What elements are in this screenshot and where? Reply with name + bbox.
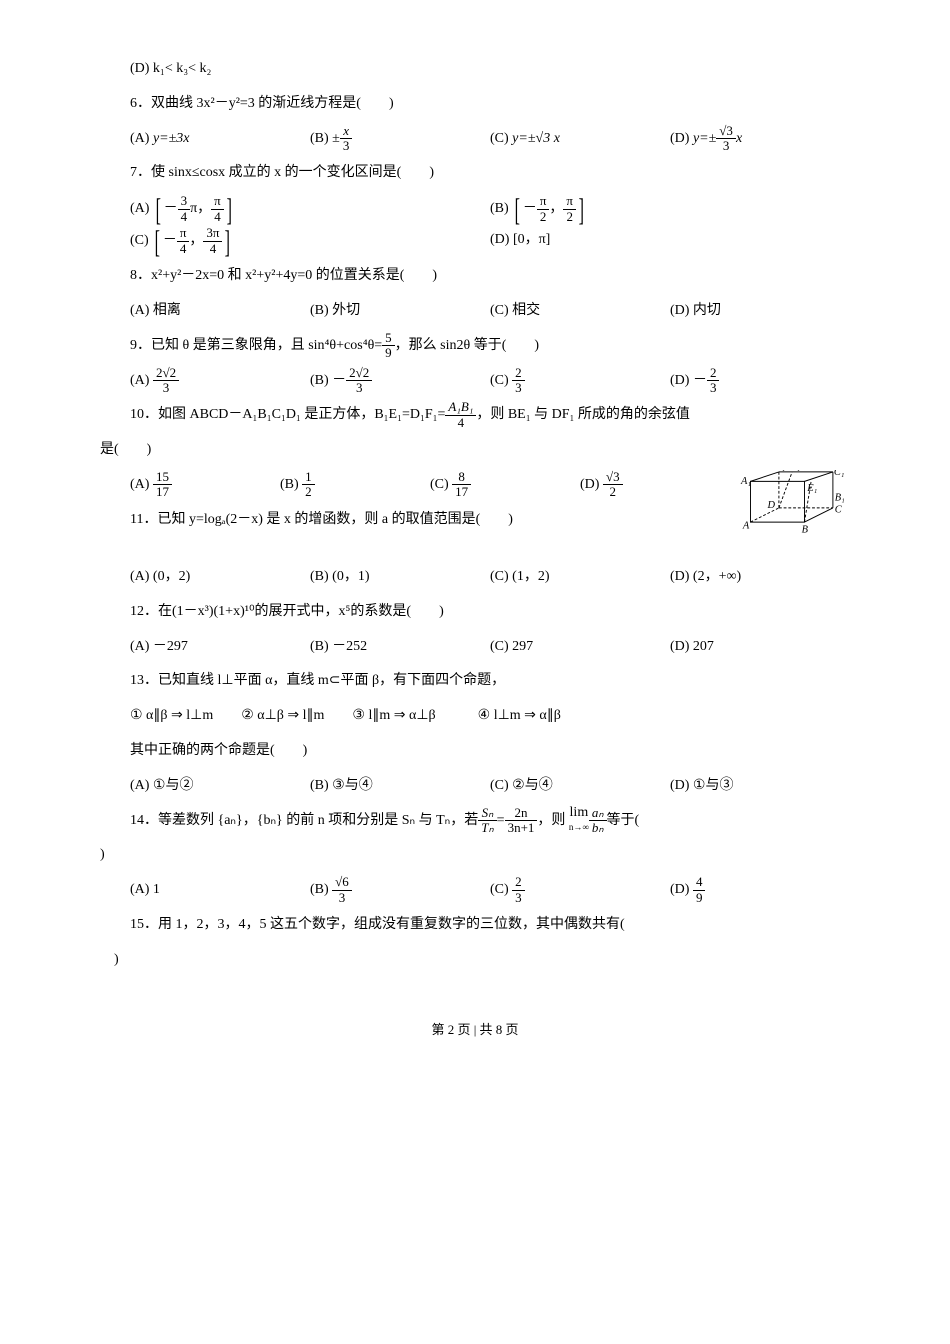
q10-opt-c: (C) 817 [430, 470, 580, 501]
q13-stem: 13．已知直线 l⊥平面 α，直线 m⊂平面 β，有下面四个命题， [130, 666, 850, 697]
q11-options: (A) (0，2) (B) (0，1) (C) (1，2) (D) (2，+∞) [130, 562, 850, 593]
page-footer: 第 2 页 | 共 8 页 [100, 1016, 850, 1045]
q7-opt-a: (A) [－34π，π4] [130, 193, 490, 225]
q10-opt-b: (B) 12 [280, 470, 430, 501]
svg-text:C₁: C₁ [834, 470, 845, 478]
q12-options: (A) －297 (B) －252 (C) 297 (D) 207 [130, 632, 850, 663]
q9-opt-c: (C) 23 [490, 366, 670, 397]
q7-options-ab: (A) [－34π，π4] (B) [－π2，π2] [130, 193, 850, 225]
q6-opt-c: (C) y=±√3 x [490, 124, 670, 155]
q12-opt-a: (A) －297 [130, 632, 310, 663]
q6-opt-a: (A) y=±3x [130, 124, 310, 155]
q8-opt-d: (D) 内切 [670, 296, 850, 327]
svg-text:D₁: D₁ [773, 470, 785, 472]
q13-options: (A) ①与② (B) ③与④ (C) ②与④ (D) ①与③ [130, 771, 850, 802]
q10-options: (A) 1517 (B) 12 (C) 817 (D) √32 [130, 470, 730, 501]
q7-stem: 7．使 sinx≤cosx 成立的 x 的一个变化区间是( ) [130, 158, 850, 189]
q14-opt-b: (B) √63 [310, 875, 490, 906]
q14-opt-a: (A) 1 [130, 875, 310, 906]
svg-text:E₁: E₁ [806, 483, 817, 494]
q6-stem: 6．双曲线 3x²－y²=3 的渐近线方程是( ) [130, 89, 850, 120]
q15-tail: ) [100, 945, 850, 976]
q6-opt-b: (B) ±x3 [310, 124, 490, 155]
q13-opt-c: (C) ②与④ [490, 771, 670, 802]
q14-opt-c: (C) 23 [490, 875, 670, 906]
q7-options-cd: (C) [－π4，3π4] (D) [0，π] [130, 225, 850, 257]
q12-stem: 12．在(1－x³)(1+x)¹⁰的展开式中，x⁵的系数是( ) [130, 597, 850, 628]
q8-opt-b: (B) 外切 [310, 296, 490, 327]
q13-props: ① α∥β ⇒ l⊥m ② α⊥β ⇒ l∥m ③ l∥m ⇒ α⊥β ④ l⊥… [130, 701, 850, 732]
q9-opt-d: (D) －23 [670, 366, 850, 397]
q13-opt-b: (B) ③与④ [310, 771, 490, 802]
svg-text:C: C [835, 505, 843, 516]
q11-opt-b: (B) (0，1) [310, 562, 490, 593]
q13-opt-a: (A) ①与② [130, 771, 310, 802]
q10-opt-d: (D) √32 [580, 470, 730, 501]
svg-text:A: A [742, 521, 750, 532]
q7-opt-d: (D) [0，π] [490, 225, 850, 257]
svg-text:D: D [767, 500, 776, 511]
q10-opt-a: (A) 1517 [130, 470, 280, 501]
q14-stem: 14．等差数列 {aₙ}，{bₙ} 的前 n 项和分别是 Sₙ 与 Tₙ，若Sₙ… [130, 806, 850, 837]
q13-opt-d: (D) ①与③ [670, 771, 850, 802]
q6-options: (A) y=±3x (B) ±x3 (C) y=±√3 x (D) y=±√33… [130, 124, 850, 155]
q9-stem: 9．已知 θ 是第三象限角，且 sin⁴θ+cos⁴θ=59，那么 sin2θ … [130, 331, 850, 362]
svg-text:F₁: F₁ [789, 470, 800, 472]
q6-opt-d: (D) y=±√33x [670, 124, 850, 155]
q15-stem: 15．用 1，2，3，4，5 这五个数字，组成没有重复数字的三位数，其中偶数共有… [130, 910, 850, 941]
q13-line3: 其中正确的两个命题是( ) [130, 736, 850, 767]
q10-tail: 是( ) [100, 435, 850, 466]
cube-figure: D₁ F₁ C₁ A₁ E₁ B₁ D C A B [740, 470, 850, 560]
svg-text:B: B [802, 525, 809, 536]
q12-opt-c: (C) 297 [490, 632, 670, 663]
q10-stem: 10．如图 ABCD－A₁B₁C₁D₁ 是正方体，B₁E₁=D₁F₁=A₁B₁4… [130, 400, 850, 431]
q8-opt-a: (A) 相离 [130, 296, 310, 327]
q5-option-d: (D) k₁< k₃< k₂ [130, 54, 850, 85]
q8-options: (A) 相离 (B) 外切 (C) 相交 (D) 内切 [130, 296, 850, 327]
q7-opt-b: (B) [－π2，π2] [490, 193, 850, 225]
q9-options: (A) 2√23 (B) －2√23 (C) 23 (D) －23 [130, 366, 850, 397]
q12-opt-b: (B) －252 [310, 632, 490, 663]
svg-text:B₁: B₁ [835, 492, 845, 503]
q11-opt-a: (A) (0，2) [130, 562, 310, 593]
q8-opt-c: (C) 相交 [490, 296, 670, 327]
svg-text:A₁: A₁ [740, 476, 751, 487]
q11-opt-c: (C) (1，2) [490, 562, 670, 593]
q14-opt-d: (D) 49 [670, 875, 850, 906]
q9-opt-a: (A) 2√23 [130, 366, 310, 397]
q7-opt-c: (C) [－π4，3π4] [130, 225, 490, 257]
q8-stem: 8．x²+y²－2x=0 和 x²+y²+4y=0 的位置关系是( ) [130, 261, 850, 292]
q12-opt-d: (D) 207 [670, 632, 850, 663]
q14-options: (A) 1 (B) √63 (C) 23 (D) 49 [130, 875, 850, 906]
q11-opt-d: (D) (2，+∞) [670, 562, 850, 593]
q9-opt-b: (B) －2√23 [310, 366, 490, 397]
q14-tail: ) [100, 840, 850, 871]
